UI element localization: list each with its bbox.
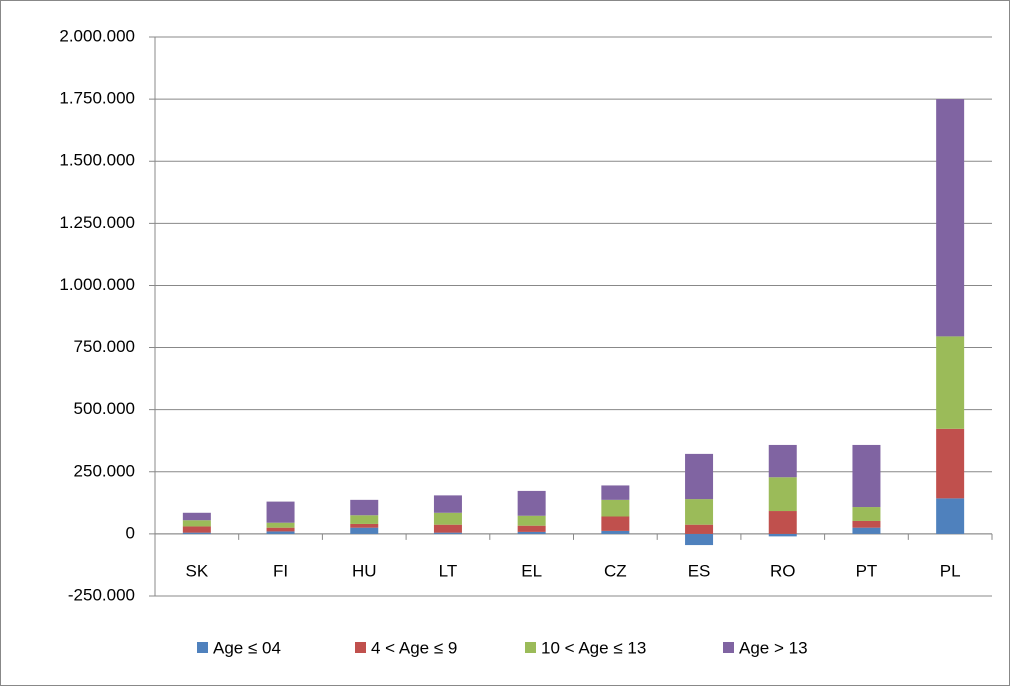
bar-segment <box>433 524 462 533</box>
bar-segment <box>517 531 546 534</box>
legend-swatch <box>723 642 734 653</box>
bar-segment <box>768 444 797 478</box>
x-tick-label: HU <box>352 561 377 580</box>
bar-segment <box>936 498 965 534</box>
legend-swatch <box>525 642 536 653</box>
bar-segment <box>182 532 211 534</box>
x-tick-label: EL <box>521 561 542 580</box>
bar-segment <box>601 516 630 531</box>
bar-segment <box>517 515 546 526</box>
legend-label: Age ≤ 04 <box>213 638 281 657</box>
bar-segment <box>852 527 881 534</box>
bar-segment <box>768 511 797 534</box>
bar-segment <box>517 490 546 516</box>
bar-segment <box>350 515 379 524</box>
y-tick-label: 250.000 <box>74 461 135 480</box>
bar-segment <box>685 524 714 534</box>
legend-label: Age > 13 <box>739 638 808 657</box>
bar-segment <box>182 512 211 521</box>
legend-swatch <box>355 642 366 653</box>
bar-segment <box>768 533 797 537</box>
bar-segment <box>266 531 295 534</box>
bar-segment <box>685 533 714 546</box>
bar-segment <box>601 485 630 500</box>
x-tick-label: PL <box>940 561 961 580</box>
bar-segment <box>433 495 462 513</box>
bar-segment <box>517 525 546 532</box>
bar-segment <box>685 499 714 525</box>
x-tick-label: CZ <box>604 561 627 580</box>
x-tick-label: FI <box>273 561 288 580</box>
y-tick-label: 500.000 <box>74 399 135 418</box>
y-tick-label: 1.250.000 <box>59 213 135 232</box>
bar-segment <box>852 520 881 528</box>
x-tick-label: ES <box>688 561 711 580</box>
bar-segment <box>266 501 295 523</box>
bar-segment <box>936 99 965 337</box>
y-tick-label: -250.000 <box>68 585 135 604</box>
legend-label: 4 < Age ≤ 9 <box>371 638 457 657</box>
legend-swatch <box>197 642 208 653</box>
bar-segment <box>182 520 211 527</box>
bar-segment <box>182 526 211 533</box>
bar-segment <box>936 336 965 429</box>
x-tick-label: RO <box>770 561 796 580</box>
x-tick-label: PT <box>856 561 878 580</box>
bar-segment <box>601 530 630 534</box>
bar-segment <box>768 477 797 512</box>
y-tick-label: 1.000.000 <box>59 275 135 294</box>
bar-segment <box>433 532 462 534</box>
x-tick-label: SK <box>186 561 209 580</box>
bar-segment <box>685 453 714 500</box>
bar-segment <box>266 522 295 528</box>
bar-segment <box>350 527 379 534</box>
y-tick-label: 750.000 <box>74 337 135 356</box>
bar-segment <box>350 499 379 516</box>
y-tick-label: 1.750.000 <box>59 89 135 108</box>
bar-segment <box>350 523 379 528</box>
bar-segment <box>433 512 462 525</box>
bar-segment <box>601 499 630 517</box>
x-tick-label: LT <box>439 561 458 580</box>
y-tick-label: 2.000.000 <box>59 26 135 45</box>
y-tick-label: 1.500.000 <box>59 151 135 170</box>
bar-segment <box>852 444 881 508</box>
bar-segment <box>852 507 881 521</box>
y-tick-label: 0 <box>126 523 135 542</box>
bar-segment <box>266 527 295 532</box>
legend-label: 10 < Age ≤ 13 <box>541 638 646 657</box>
bar-segment <box>936 428 965 499</box>
